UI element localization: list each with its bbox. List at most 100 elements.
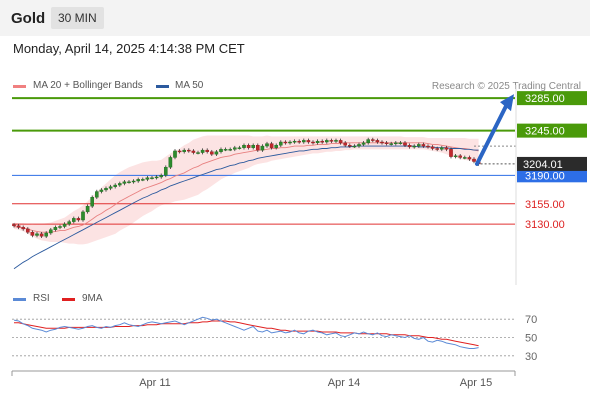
candle <box>389 141 394 146</box>
candle <box>159 173 164 179</box>
candle <box>380 140 384 145</box>
candle <box>145 175 150 182</box>
candle <box>81 210 85 222</box>
candle <box>407 143 412 149</box>
timeframe-button[interactable]: 30 MIN <box>51 7 104 29</box>
candle <box>292 139 297 144</box>
candle <box>67 219 71 226</box>
candle <box>412 144 417 149</box>
candle <box>463 155 467 160</box>
candle <box>85 204 90 214</box>
candle <box>325 138 329 144</box>
candle <box>403 141 407 148</box>
candle <box>311 140 315 145</box>
candle <box>394 141 398 146</box>
candle <box>113 183 117 189</box>
candle <box>186 148 191 153</box>
candle <box>334 138 338 143</box>
candle <box>237 145 242 150</box>
forecast-arrow-head <box>500 94 514 112</box>
candle <box>168 155 173 169</box>
legend-swatch-ma20 <box>13 85 26 88</box>
candle <box>154 175 159 180</box>
level-label-3130.00: 3130.00 <box>525 219 565 231</box>
candle <box>90 195 94 208</box>
candle <box>242 143 246 150</box>
candle <box>315 139 320 145</box>
candle <box>26 227 30 234</box>
rsi-tick-30: 30 <box>525 351 537 363</box>
current-price-tag <box>517 156 587 171</box>
candle <box>371 137 375 143</box>
candle <box>12 223 16 228</box>
candle <box>265 141 269 148</box>
candle <box>131 179 136 184</box>
candle <box>444 145 449 152</box>
candle <box>343 141 348 148</box>
legend-9ma-label: 9MA <box>82 293 103 304</box>
candle <box>472 157 476 164</box>
candle <box>140 177 145 182</box>
x-tick-label: Apr 14 <box>328 377 360 389</box>
candle <box>426 144 430 149</box>
candle <box>297 139 302 144</box>
candle <box>223 147 228 152</box>
candle <box>99 188 104 194</box>
candle <box>177 149 182 154</box>
candle <box>435 146 440 152</box>
candle <box>200 148 205 155</box>
candle <box>357 142 361 148</box>
candle <box>352 144 357 148</box>
x-tick-label: Apr 15 <box>460 377 492 389</box>
candle <box>58 224 62 230</box>
candle <box>458 154 463 160</box>
candle <box>279 140 283 148</box>
candle <box>122 180 127 186</box>
ma50-line <box>13 145 479 270</box>
candle <box>49 227 53 235</box>
candle <box>108 184 113 191</box>
bollinger-band-area <box>14 135 479 245</box>
candle <box>44 231 48 239</box>
x-tick-label: Apr 11 <box>139 377 171 389</box>
candle <box>104 186 108 192</box>
forecast-arrow-shaft <box>475 104 508 166</box>
candle <box>251 143 256 150</box>
candle <box>306 138 311 144</box>
level-tag-3245.00 <box>517 123 587 138</box>
rsi-tick-50: 50 <box>525 333 537 345</box>
legend-ma50-label: MA 50 <box>175 80 204 91</box>
candle <box>232 145 237 152</box>
rsi-line <box>13 316 479 349</box>
candle <box>196 150 200 155</box>
candle <box>348 143 352 148</box>
candle <box>30 230 35 238</box>
candle <box>35 232 39 238</box>
candle <box>136 177 141 183</box>
candle <box>384 141 389 146</box>
level-tag-3190.00 <box>517 168 587 183</box>
credit-text: Research © 2025 Trading Central <box>431 81 581 92</box>
candle <box>329 138 334 143</box>
candle <box>430 145 435 151</box>
level-label-3285.00: 3285.00 <box>525 93 565 105</box>
candle <box>205 148 210 154</box>
candle <box>117 181 122 187</box>
candle <box>421 142 426 148</box>
legend-swatch-ma50 <box>156 85 169 88</box>
candle <box>398 141 403 145</box>
candle <box>283 140 288 145</box>
candle <box>246 143 251 150</box>
candle <box>209 149 214 156</box>
candle <box>260 144 265 152</box>
legend-rsi-label: RSI <box>33 293 50 304</box>
candle <box>288 140 292 145</box>
candle <box>53 225 58 232</box>
candle <box>453 154 458 159</box>
candle <box>440 145 444 152</box>
candle <box>163 165 168 178</box>
candle <box>182 148 187 154</box>
candle <box>228 147 233 152</box>
